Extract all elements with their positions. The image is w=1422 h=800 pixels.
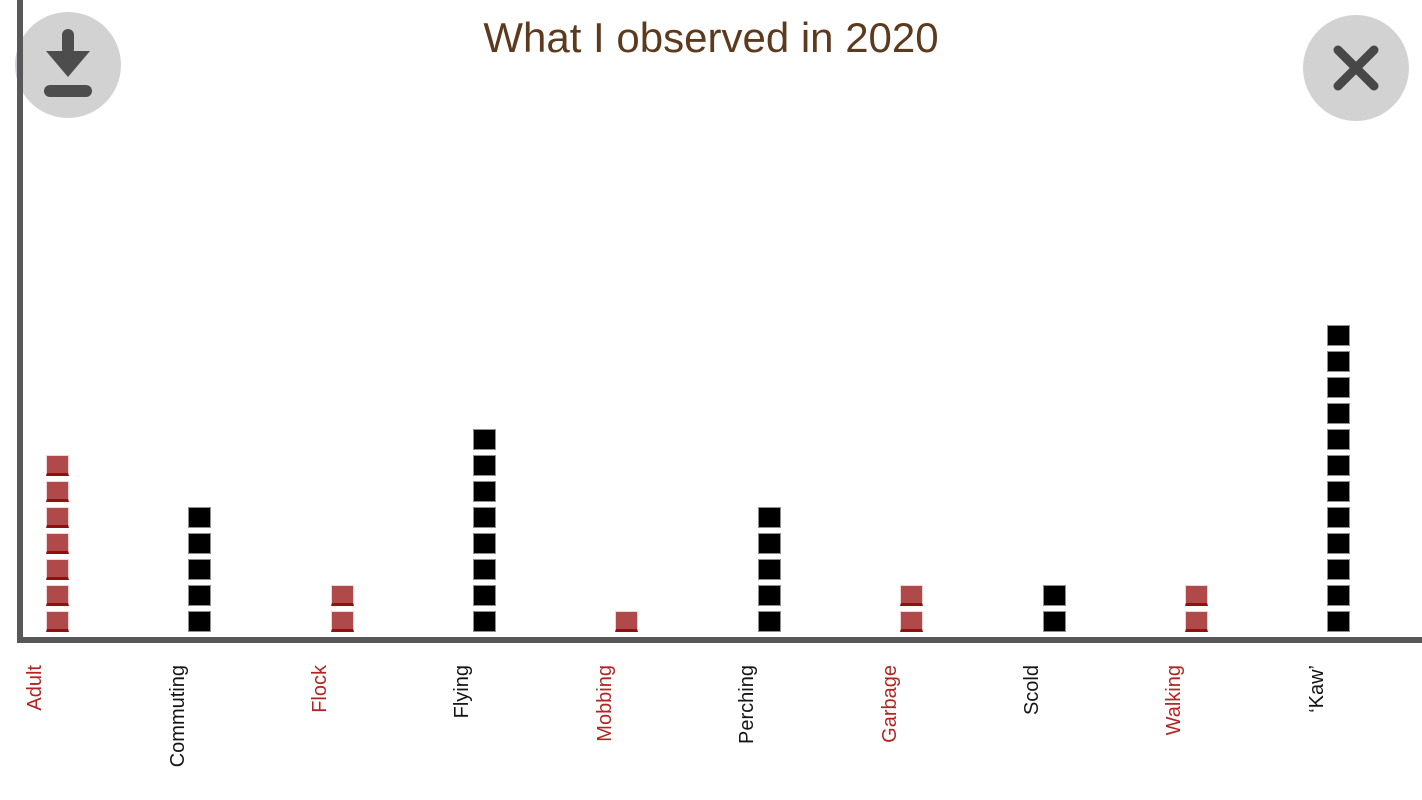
pictograph-column xyxy=(1125,0,1267,637)
close-icon xyxy=(1326,38,1386,98)
chart-title: What I observed in 2020 xyxy=(483,14,939,61)
unit-square xyxy=(1327,429,1351,450)
unit-square xyxy=(188,559,212,580)
unit-square xyxy=(188,585,212,606)
close-button[interactable] xyxy=(1303,15,1409,121)
unit-square xyxy=(757,559,781,580)
x-axis-label: Garbage xyxy=(878,665,901,743)
unit-square xyxy=(1327,585,1351,606)
unit-square xyxy=(472,507,496,528)
unit-square xyxy=(1327,351,1351,372)
download-icon xyxy=(36,29,100,101)
unit-square xyxy=(900,585,924,606)
y-axis xyxy=(17,0,23,643)
pictograph-column xyxy=(0,0,128,637)
unit-square xyxy=(188,507,212,528)
pictograph-column xyxy=(128,0,270,637)
x-axis-label: Adult xyxy=(24,665,47,711)
x-axis-label: Scold xyxy=(1021,665,1044,716)
unit-square xyxy=(757,611,781,632)
unit-square xyxy=(472,585,496,606)
unit-square xyxy=(757,507,781,528)
x-axis-label: Flying xyxy=(451,665,474,719)
x-axis xyxy=(17,637,1422,643)
x-axis-label: Walking xyxy=(1163,665,1186,736)
unit-square xyxy=(330,585,354,606)
unit-square xyxy=(1327,325,1351,346)
pictograph-column xyxy=(413,0,555,637)
unit-square xyxy=(1327,377,1351,398)
x-axis-label: Commuting xyxy=(166,665,189,768)
unit-square xyxy=(45,611,69,632)
unit-square xyxy=(188,533,212,554)
unit-square xyxy=(472,611,496,632)
unit-square xyxy=(472,455,496,476)
unit-square xyxy=(45,455,69,476)
unit-square xyxy=(1327,507,1351,528)
unit-square xyxy=(757,533,781,554)
unit-square xyxy=(900,611,924,632)
unit-square xyxy=(45,585,69,606)
unit-square xyxy=(1327,559,1351,580)
unit-square xyxy=(188,611,212,632)
unit-square xyxy=(1327,455,1351,476)
pictograph-column xyxy=(556,0,698,637)
chart-columns xyxy=(0,0,1410,637)
pictograph-column xyxy=(271,0,413,637)
pictograph-column xyxy=(698,0,840,637)
unit-square xyxy=(1184,585,1208,606)
unit-square xyxy=(472,559,496,580)
unit-square xyxy=(1327,481,1351,502)
unit-square xyxy=(45,533,69,554)
unit-square xyxy=(472,533,496,554)
unit-square xyxy=(615,611,639,632)
unit-square xyxy=(1327,403,1351,424)
unit-square xyxy=(330,611,354,632)
unit-square xyxy=(472,429,496,450)
unit-square xyxy=(1042,585,1066,606)
unit-square xyxy=(1327,533,1351,554)
x-axis-label: Flock xyxy=(309,665,332,713)
x-axis-label: ‘Kaw’ xyxy=(1305,665,1328,713)
pictograph-column xyxy=(840,0,982,637)
unit-square xyxy=(45,507,69,528)
x-axis-label: Mobbing xyxy=(593,665,616,742)
download-button[interactable] xyxy=(15,12,121,118)
unit-square xyxy=(45,481,69,502)
pictograph-column xyxy=(983,0,1125,637)
unit-square xyxy=(45,559,69,580)
unit-square xyxy=(1184,611,1208,632)
unit-square xyxy=(1042,611,1066,632)
x-axis-label: Perching xyxy=(736,665,759,744)
unit-square xyxy=(1327,611,1351,632)
unit-square xyxy=(472,481,496,502)
unit-square xyxy=(757,585,781,606)
pictograph-column xyxy=(1268,0,1410,637)
